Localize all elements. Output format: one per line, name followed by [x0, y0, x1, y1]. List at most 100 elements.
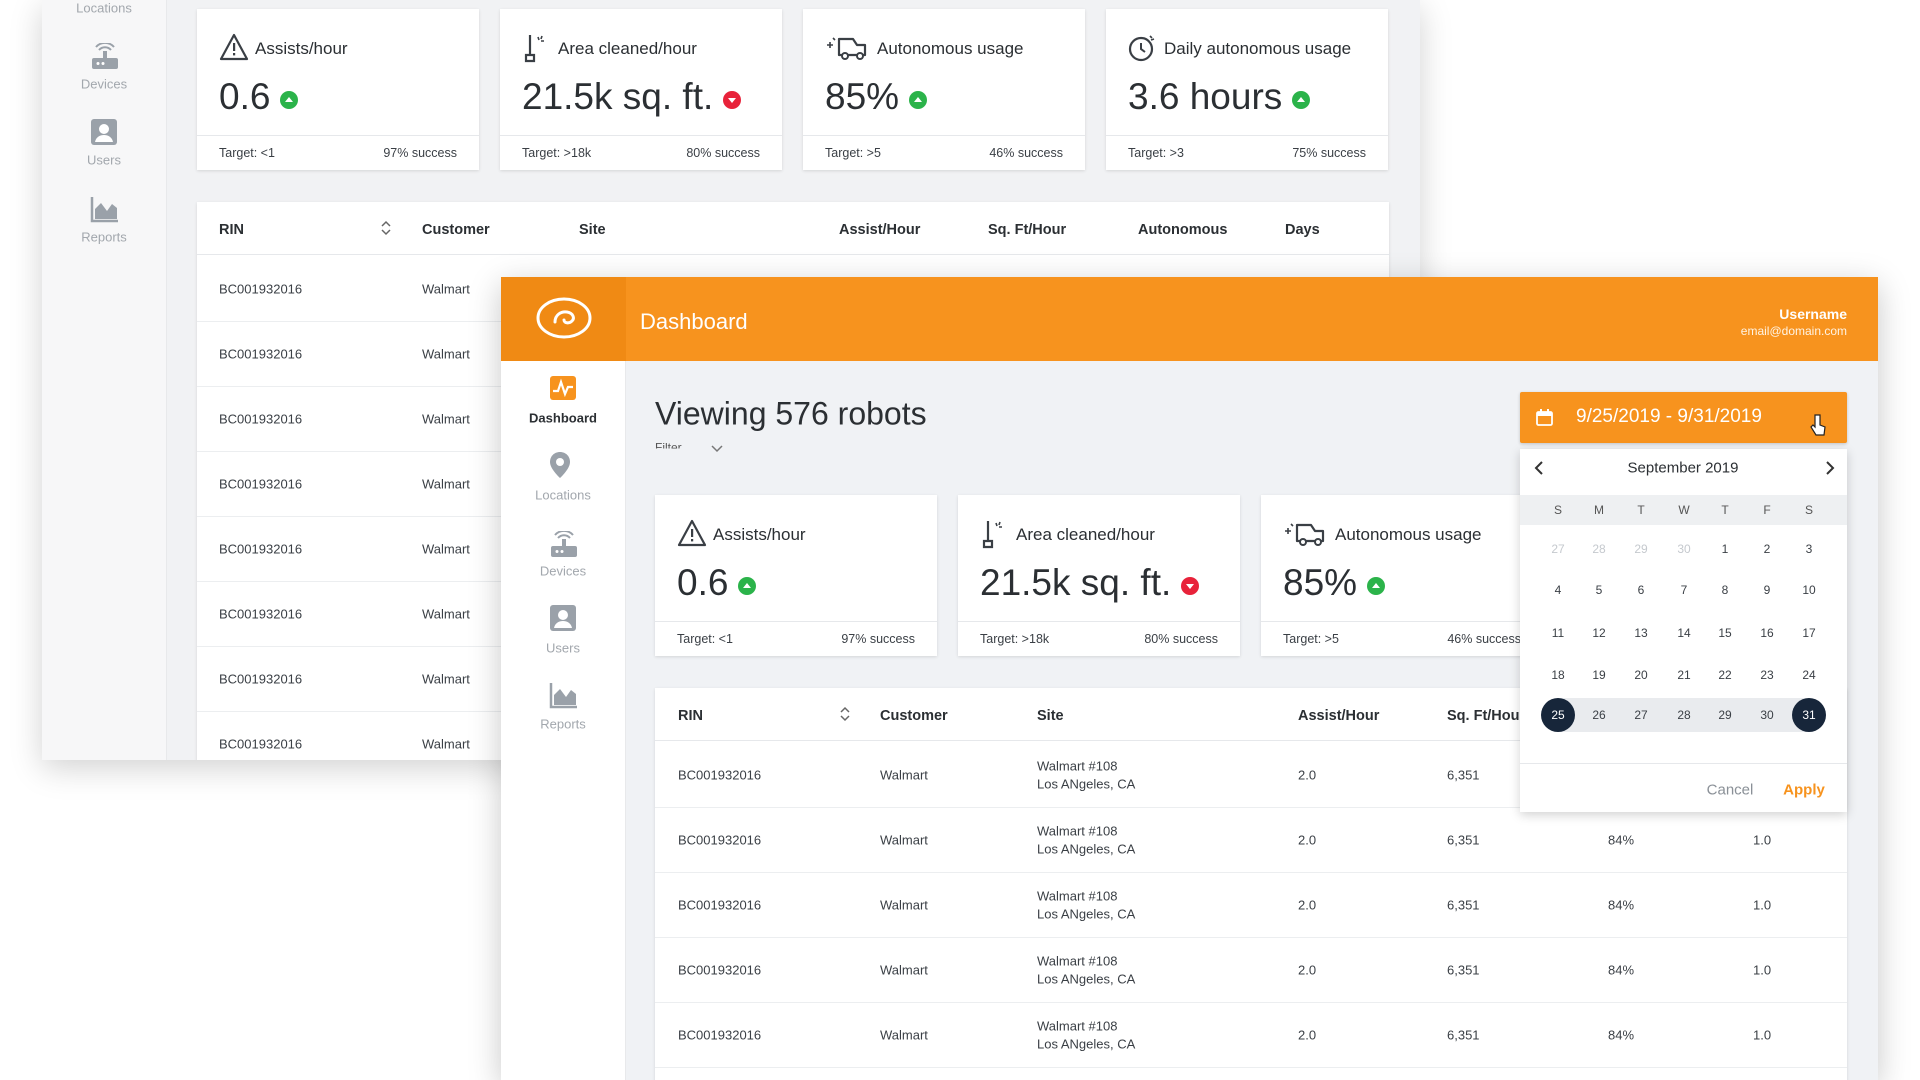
day[interactable]: 16: [1760, 626, 1774, 640]
day[interactable]: 11: [1551, 626, 1565, 640]
day[interactable]: 14: [1677, 626, 1691, 640]
day[interactable]: 12: [1592, 626, 1606, 640]
kpi-card: Daily autonomous usage 3.6 hours Target: >…: [1106, 9, 1388, 170]
table-cell: BC001932016: [219, 411, 303, 427]
table-cell: Walmart #108: [1037, 953, 1118, 969]
table-cell: 1.0: [1753, 962, 1772, 978]
day[interactable]: 25: [1551, 708, 1565, 722]
day[interactable]: 18: [1551, 668, 1565, 682]
table-cell: 6,351: [1447, 832, 1480, 848]
column-header[interactable]: Sq. Ft/Hour: [988, 222, 1067, 238]
nav-label[interactable]: Devices: [80, 76, 128, 92]
sort-icon[interactable]: [381, 220, 391, 241]
nav-label[interactable]: Users: [87, 152, 121, 168]
day[interactable]: 9: [1763, 583, 1771, 597]
weekday-band: [1520, 495, 1847, 525]
table-cell: Los ANgeles, CA: [1037, 1036, 1136, 1052]
next-month[interactable]: [1825, 461, 1835, 480]
kpi-value: 85%: [1283, 562, 1386, 604]
day[interactable]: 24: [1802, 668, 1816, 682]
nav-icon[interactable]: [549, 529, 579, 564]
row-divider: [655, 937, 1847, 938]
nav-label[interactable]: Reports: [540, 716, 586, 732]
filter-label[interactable]: Filter: [655, 440, 682, 449]
nav-icon[interactable]: [549, 375, 577, 406]
cancel-button[interactable]: Cancel: [1706, 781, 1754, 799]
day[interactable]: 29: [1718, 708, 1732, 722]
nav-label[interactable]: Locations: [76, 0, 132, 16]
column-header[interactable]: Autonomous: [1138, 222, 1228, 238]
kpi-value-text: 0.6: [677, 562, 729, 603]
column-header[interactable]: Site: [1037, 708, 1064, 724]
day[interactable]: 3: [1805, 542, 1813, 556]
nav-label[interactable]: Users: [546, 640, 580, 656]
day[interactable]: 8: [1721, 583, 1729, 597]
prev-month[interactable]: [1534, 461, 1544, 480]
nav-icon[interactable]: [90, 41, 120, 76]
day[interactable]: 27: [1634, 708, 1648, 722]
table-cell: Walmart: [880, 1027, 928, 1043]
table-cell: 84%: [1608, 832, 1635, 848]
kpi-value-text: 85%: [1283, 562, 1358, 603]
column-header[interactable]: RIN: [678, 708, 703, 724]
apply-button[interactable]: Apply: [1783, 781, 1825, 799]
day[interactable]: 30: [1760, 708, 1774, 722]
table-cell: 2.0: [1298, 897, 1317, 913]
day[interactable]: 28: [1677, 708, 1691, 722]
trend-indicator: [738, 562, 757, 604]
table-cell: Los ANgeles, CA: [1037, 841, 1136, 857]
nav-icon[interactable]: [549, 604, 577, 637]
day[interactable]: 6: [1637, 583, 1645, 597]
filter-dropdown[interactable]: [711, 440, 723, 458]
column-header[interactable]: Assist/Hour: [839, 222, 921, 238]
weekday: M: [1594, 503, 1604, 517]
day[interactable]: 1: [1721, 542, 1729, 556]
nav-label[interactable]: Locations: [535, 487, 591, 503]
day[interactable]: 23: [1760, 668, 1774, 682]
day[interactable]: 27: [1551, 542, 1565, 556]
sort-icon[interactable]: [840, 706, 850, 727]
day[interactable]: 30: [1677, 542, 1691, 556]
column-header[interactable]: Days: [1285, 222, 1320, 238]
nav-label[interactable]: Reports: [81, 229, 127, 245]
column-header[interactable]: Site: [579, 222, 606, 238]
kpi-target: Target: >3: [1128, 146, 1184, 160]
day[interactable]: 4: [1554, 583, 1562, 597]
nav-label[interactable]: Devices: [539, 563, 587, 579]
nav-icon[interactable]: [90, 118, 118, 151]
kpi-value: 21.5k sq. ft.: [522, 76, 742, 118]
day[interactable]: 13: [1634, 626, 1648, 640]
table-cell: 1.0: [1753, 897, 1772, 913]
table-cell: Los ANgeles, CA: [1037, 906, 1136, 922]
nav-label[interactable]: Dashboard: [529, 410, 597, 426]
column-header[interactable]: Sq. Ft/Hour: [1447, 708, 1526, 724]
date-range[interactable]: 9/25/2019 - 9/31/2019: [1576, 406, 1762, 427]
day[interactable]: 20: [1634, 668, 1648, 682]
column-header[interactable]: Assist/Hour: [1298, 708, 1380, 724]
username[interactable]: Username: [1779, 306, 1847, 322]
day[interactable]: 29: [1634, 542, 1648, 556]
day[interactable]: 17: [1802, 626, 1816, 640]
column-header[interactable]: Customer: [880, 708, 948, 724]
nav-icon[interactable]: [549, 681, 579, 714]
day[interactable]: 21: [1677, 668, 1691, 682]
day[interactable]: 22: [1718, 668, 1732, 682]
row-divider: [655, 1067, 1847, 1068]
kpi-value: 0.6: [219, 76, 299, 118]
date-range-button[interactable]: 9/25/2019 - 9/31/2019: [1520, 392, 1847, 443]
day[interactable]: 19: [1592, 668, 1606, 682]
nav-icon[interactable]: [549, 451, 571, 484]
day[interactable]: 31: [1802, 708, 1816, 722]
kpi-card: Assists/hour 0.6 Target: <1 97% success: [197, 9, 479, 170]
day[interactable]: 15: [1718, 626, 1732, 640]
weekday: T: [1721, 503, 1729, 517]
nav-icon[interactable]: [90, 195, 120, 228]
column-header[interactable]: Customer: [422, 222, 490, 238]
day[interactable]: 2: [1763, 542, 1771, 556]
day[interactable]: 10: [1802, 583, 1816, 597]
day[interactable]: 28: [1592, 542, 1606, 556]
column-header[interactable]: RIN: [219, 222, 244, 238]
day[interactable]: 7: [1680, 583, 1688, 597]
day[interactable]: 5: [1595, 583, 1603, 597]
day[interactable]: 26: [1592, 708, 1606, 722]
